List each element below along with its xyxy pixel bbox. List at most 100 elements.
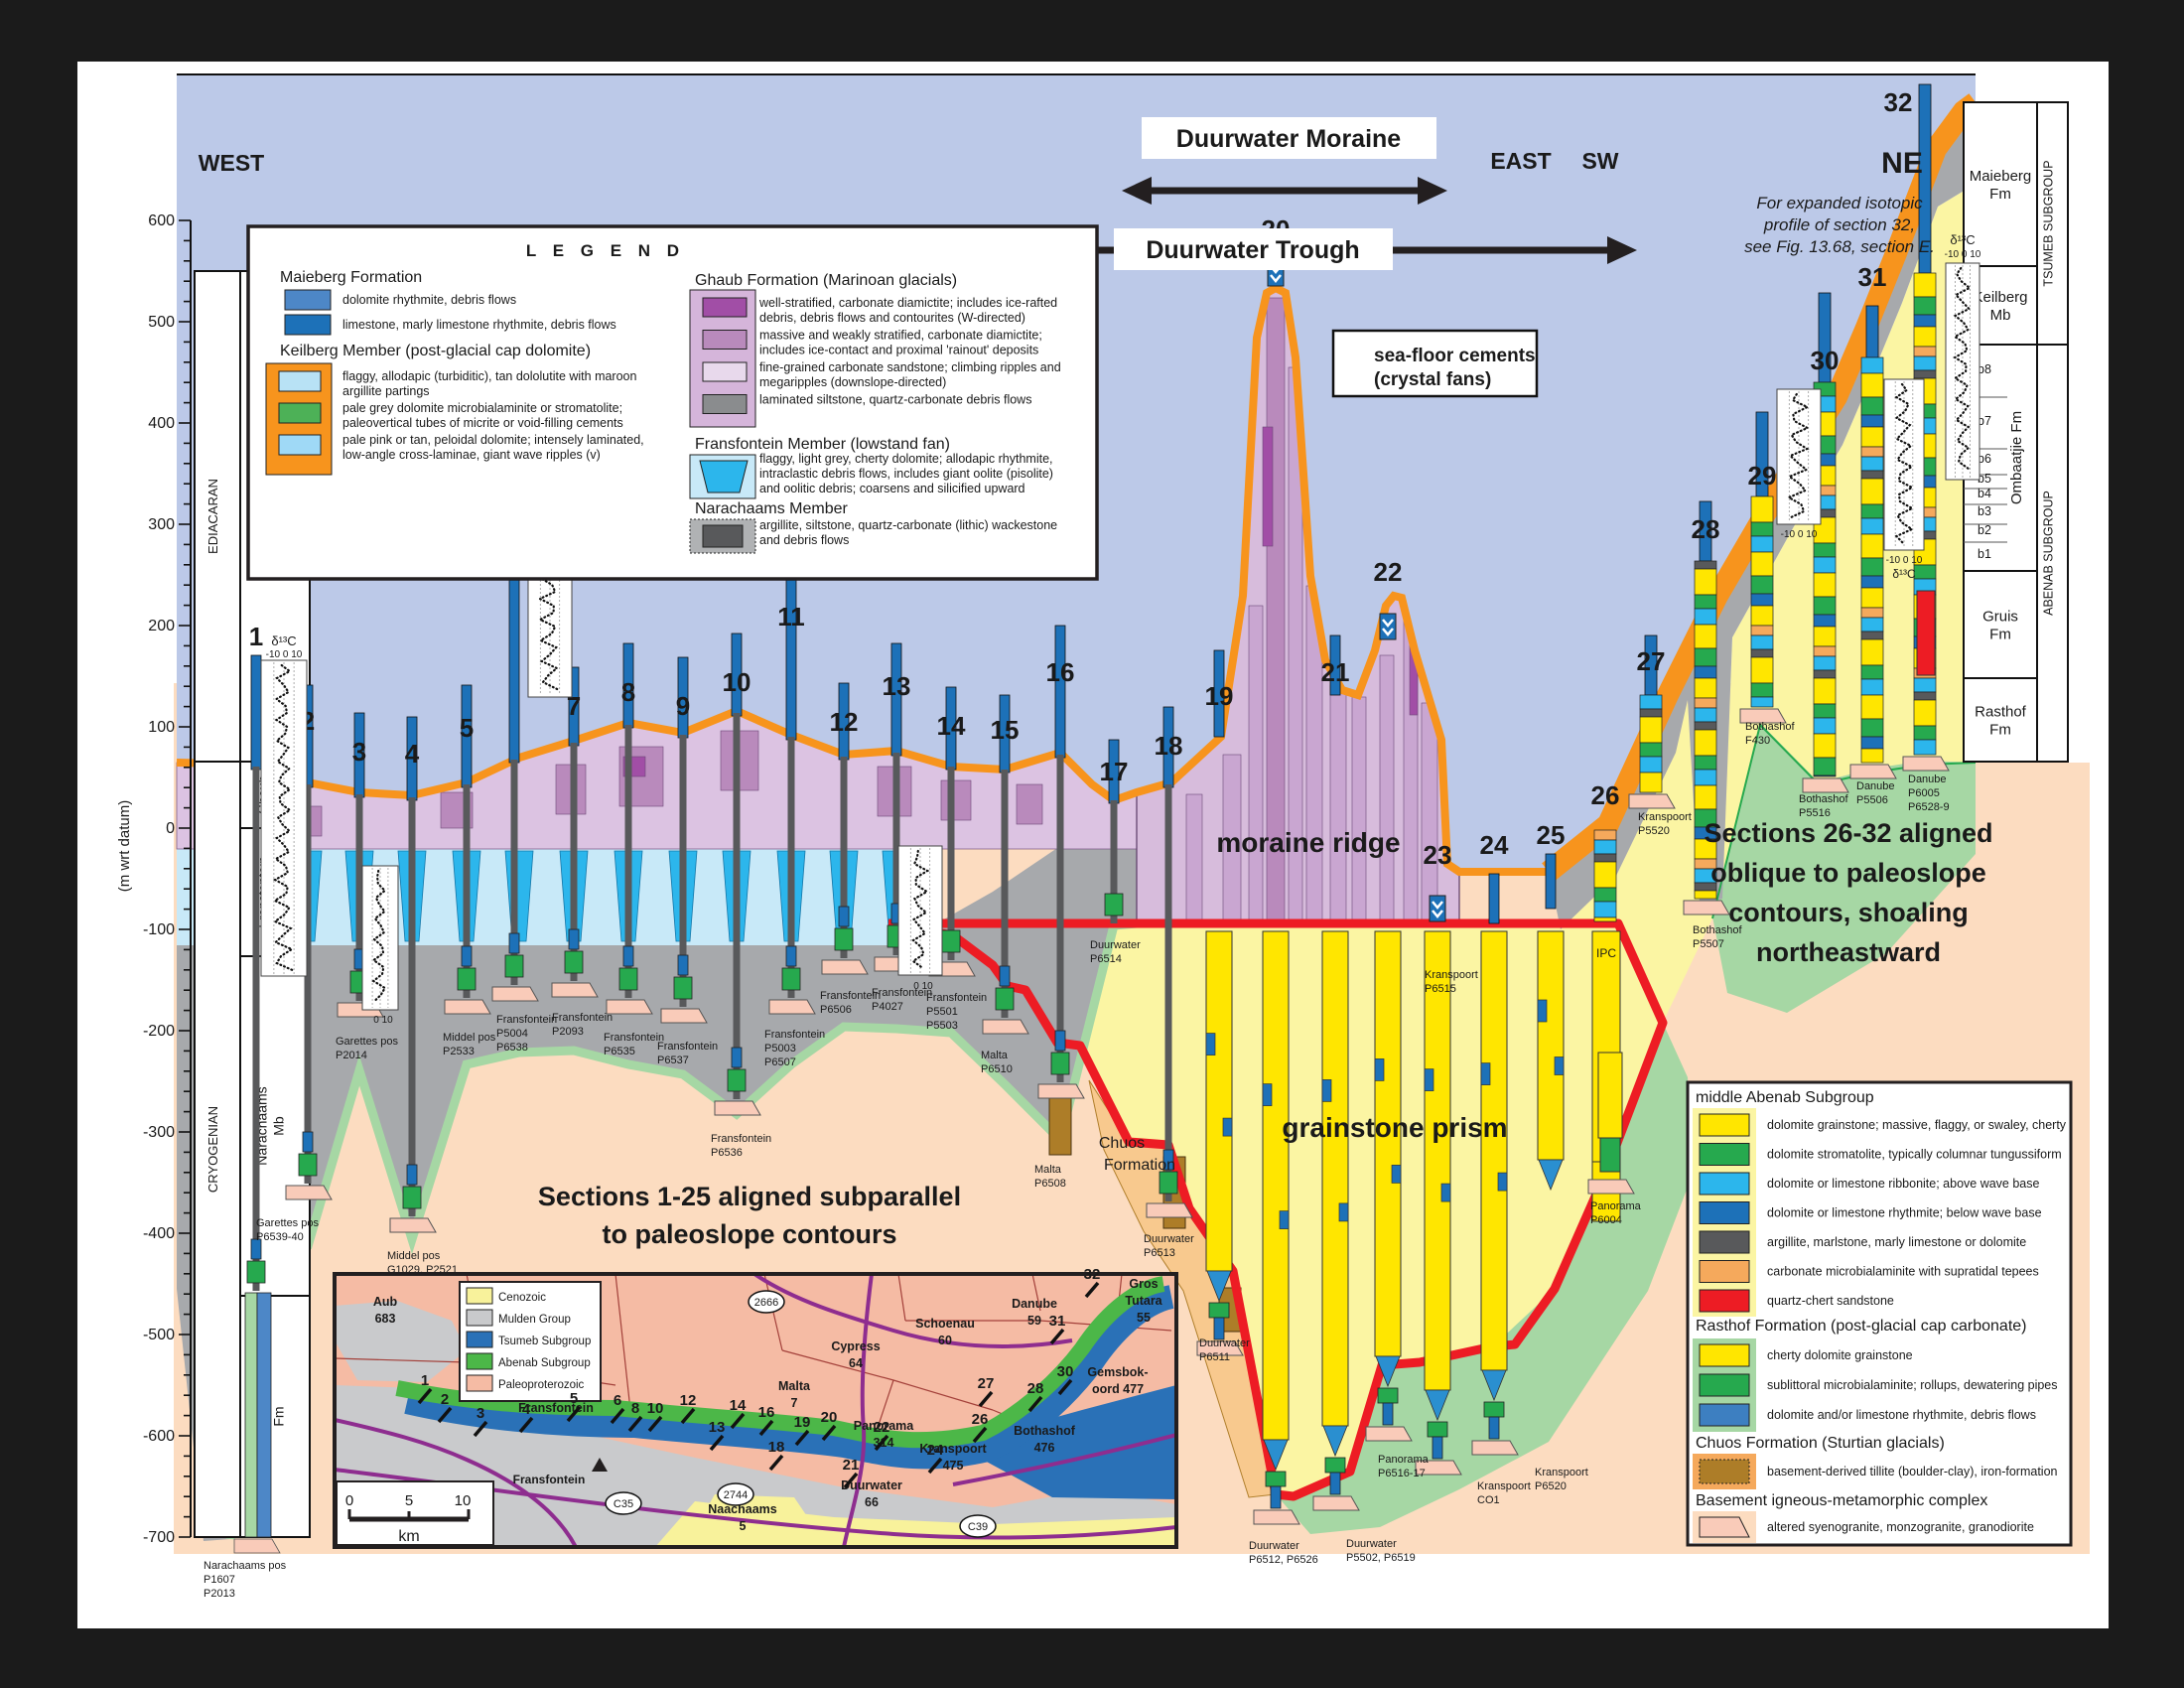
tspan: 0 10	[913, 981, 933, 992]
tspan: -700	[143, 1529, 175, 1546]
tspan: Gros	[1129, 1277, 1158, 1291]
legend-swatch	[1699, 1289, 1750, 1313]
section-base-blue	[1432, 1436, 1443, 1460]
tspan: Fm	[1989, 626, 2011, 642]
tspan: 300	[148, 516, 175, 533]
station-label: Fransfontein P6535	[604, 1032, 664, 1057]
stack-segment	[1694, 594, 1717, 610]
tspan: -10 0 10	[1945, 249, 1981, 260]
stack-segment	[1813, 774, 1837, 777]
stack-segment	[1694, 560, 1717, 570]
map-road-oval	[959, 1514, 997, 1538]
tspan: pale pink or tan, peloidal dolomite; int…	[342, 433, 644, 447]
tspan: TSUMEB SUBGROUP	[2042, 160, 2056, 286]
legend-header: Rasthof Formation (post-glacial cap carb…	[1696, 1318, 2027, 1335]
tspan: argillite, marlstone, marly limestone or…	[1767, 1235, 2026, 1249]
tspan: includes ice-contact and proximal 'raino…	[759, 344, 1038, 357]
tspan: 32	[1884, 87, 1913, 117]
grainstone-bar	[1537, 930, 1565, 1161]
tspan: -400	[143, 1225, 175, 1242]
map-section-tick	[709, 1434, 725, 1452]
map-section-number: 2	[441, 1391, 449, 1408]
map-section-tick	[768, 1454, 784, 1472]
section-shaft	[570, 743, 578, 981]
stack-segment	[1750, 648, 1774, 658]
section-shaft	[463, 784, 471, 998]
stack-segment	[1639, 716, 1663, 744]
tspan: δ¹³C	[1950, 232, 1975, 247]
tspan: 10	[723, 667, 751, 697]
tspan: 60	[938, 1334, 952, 1347]
moraine-label-box	[1142, 117, 1436, 159]
path	[842, 1274, 874, 1547]
tspan: C39	[968, 1521, 988, 1533]
tspan: 26	[1591, 780, 1620, 810]
rect	[1379, 654, 1395, 924]
stack-segment	[1860, 617, 1884, 633]
tspan: 4	[405, 739, 420, 769]
section-number: 10	[723, 667, 751, 697]
map-farm-label: Cypress 64	[831, 1339, 880, 1370]
tspan: to paleoslope contours	[602, 1219, 896, 1249]
section-base-blue	[731, 1047, 743, 1068]
tspan: Chuos Formation (Sturtian glacials)	[1696, 1435, 1945, 1452]
tspan: P6513	[1144, 1247, 1175, 1259]
tspan: Fransfontein	[496, 1014, 557, 1026]
tspan: b3	[1978, 504, 1991, 518]
section-number: 31	[1858, 262, 1887, 292]
tspan: Fransfontein	[711, 1133, 771, 1145]
section-base-green	[564, 950, 584, 974]
stack-segment	[1860, 748, 1884, 764]
tspan: δ¹³C	[271, 633, 296, 648]
annotation: see Fig. 13.68, section E.	[1744, 237, 1935, 256]
stack-segment	[1813, 733, 1837, 759]
section-number: 11	[777, 602, 805, 632]
tspan: 31	[1049, 1313, 1066, 1330]
legend-swatch	[278, 370, 322, 392]
map-road-label: 2666	[754, 1297, 778, 1309]
map-legend-swatch	[466, 1374, 493, 1392]
section-shaft	[304, 784, 312, 1184]
map-section-tick	[730, 1412, 746, 1430]
bar-notch	[1537, 999, 1548, 1023]
tspan: 15	[991, 715, 1020, 745]
stack-segment	[1750, 521, 1774, 537]
rect	[1351, 696, 1367, 924]
legend-text: dolomite stromatolite, typically columna…	[1767, 1148, 2062, 1162]
stack-segment	[1913, 326, 1937, 348]
basement-foot	[1415, 1460, 1462, 1476]
map-section-tick	[1027, 1395, 1043, 1413]
map-section-number: 16	[758, 1404, 775, 1421]
tspan: Duurwater	[1199, 1337, 1250, 1349]
tspan: paleovertical tubes of micrite or void-f…	[342, 416, 623, 430]
bar-notch	[1374, 1058, 1385, 1081]
section-number: 9	[676, 691, 690, 721]
tspan: b7	[1978, 414, 1991, 428]
stack-segment	[1860, 446, 1884, 458]
basement-foot	[1146, 1202, 1193, 1218]
map-legend-label: Paleoproterozoic	[498, 1379, 585, 1391]
section-number: 5	[460, 713, 474, 743]
tspan: Keilberg Member (post-glacial cap dolomi…	[280, 343, 591, 359]
bar-tip	[1263, 1439, 1289, 1472]
bar-tip	[1375, 1355, 1401, 1388]
tspan: P6004	[1590, 1214, 1622, 1226]
tspan: Kranspoort	[1477, 1480, 1531, 1492]
map-section-number: 14	[730, 1397, 747, 1414]
iso-curve	[272, 663, 295, 972]
stack-segment	[1750, 495, 1774, 523]
bar-notch	[1391, 1165, 1402, 1184]
tspan: dolomite and/or limestone rhythmite, deb…	[1767, 1408, 2036, 1422]
axis-tick-label: 600	[148, 212, 175, 229]
section-spire	[1054, 625, 1066, 759]
basement-foot	[768, 999, 816, 1015]
grainstone-bar	[1374, 930, 1402, 1357]
section-number: 25	[1537, 820, 1566, 850]
annotation: For expanded isotopic	[1756, 194, 1923, 212]
map-section-tick	[610, 1407, 625, 1425]
stack-segment	[1813, 626, 1837, 647]
rect	[246, 224, 1099, 581]
tspan: -10 0 10	[1781, 529, 1818, 540]
